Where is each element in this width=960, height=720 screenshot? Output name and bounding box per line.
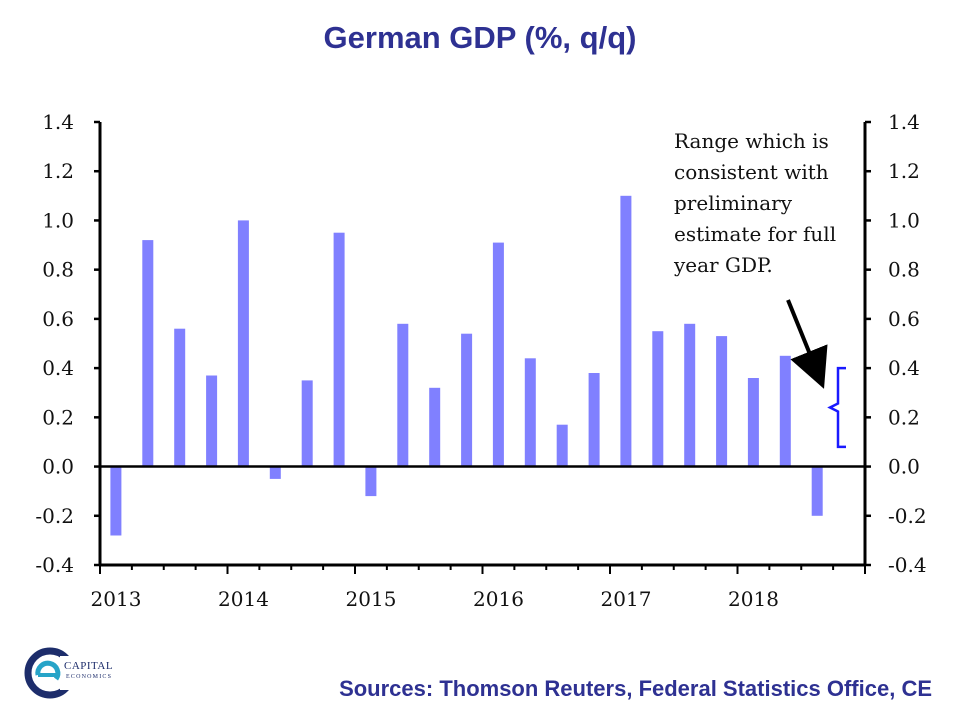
tick-labels-layer: 1.4 1.4 1.2 1.2 1.0 1.0 0.8 0.8 0.6 0.6 0.4 0.4 0.2 0…	[35, 110, 926, 611]
annotation-layer: Range which is consistent with prelimina…	[673, 129, 846, 449]
bar-2016-q2	[524, 358, 536, 467]
bar-chart: 1.4 1.4 1.2 1.2 1.0 1.0 0.8 0.8 0.6 0.6 0.4 0.4 0.2 0…	[35, 110, 926, 611]
x-tick-label: 2013	[91, 587, 142, 611]
x-tick-label: 2018	[728, 587, 779, 611]
bar-2018-q1	[747, 378, 759, 467]
bar-2017-q3	[684, 323, 696, 467]
y-tick-label-left: 0.0	[42, 455, 74, 479]
bar-2018-q2	[779, 355, 791, 467]
bar-2013-q4	[206, 375, 218, 467]
bar-2017-q1	[620, 195, 632, 467]
y-tick-label-right: 0.6	[888, 307, 920, 331]
y-tick-label-left: 0.4	[42, 356, 74, 380]
bar-2014-q2	[269, 466, 281, 479]
y-tick-label-right: 1.2	[888, 159, 920, 183]
y-tick-label-right: 0.8	[888, 258, 920, 282]
y-tick-label-left: 0.2	[42, 405, 74, 429]
bar-2015-q3	[429, 387, 441, 467]
bar-2018-q3	[811, 466, 823, 516]
y-tick-label-right: 1.4	[888, 110, 920, 134]
x-tick-label: 2017	[601, 587, 652, 611]
annotation-line: Range which is	[674, 129, 829, 153]
logo-mark-icon	[24, 647, 82, 699]
y-tick-label-left: 1.0	[42, 208, 74, 232]
annotation-line: estimate for full	[674, 222, 836, 246]
y-tick-label-right: -0.4	[888, 553, 927, 577]
bars-layer	[110, 195, 823, 536]
axes-layer	[94, 120, 871, 574]
annotation-line: year GDP.	[673, 253, 773, 277]
chart-title: German GDP (%, q/q)	[323, 20, 637, 55]
bar-2016-q1	[492, 242, 504, 467]
logo-subtitle: ECONOMICS	[66, 674, 113, 680]
x-tick-label: 2014	[218, 587, 269, 611]
y-tick-label-right: 0.2	[888, 405, 920, 429]
bar-2014-q1	[237, 220, 249, 467]
bar-2013-q2	[142, 240, 154, 467]
bar-2017-q4	[716, 336, 728, 467]
y-tick-label-right: 1.0	[888, 208, 920, 232]
y-tick-label-left: 0.8	[42, 258, 74, 282]
y-tick-label-right: 0.0	[888, 455, 920, 479]
annotation-arrow	[786, 299, 828, 389]
bar-2015-q4	[461, 333, 473, 467]
bar-2015-q2	[397, 323, 409, 467]
bar-2014-q3	[301, 380, 313, 467]
bar-2016-q4	[588, 373, 600, 467]
bar-2015-q1	[365, 466, 377, 497]
bar-2014-q4	[333, 232, 345, 467]
source-note: Sources: Thomson Reuters, Federal Statis…	[339, 676, 932, 701]
capital-economics-logo: CAPITAL ECONOMICS	[22, 642, 122, 704]
y-tick-label-left: -0.2	[35, 504, 74, 528]
annotation-line: preliminary	[674, 191, 793, 215]
bar-2013-q3	[174, 328, 186, 467]
bar-2017-q2	[652, 331, 664, 467]
y-tick-label-left: 1.2	[42, 159, 74, 183]
logo-name: CAPITAL	[64, 660, 114, 672]
y-tick-label-left: -0.4	[35, 553, 74, 577]
y-tick-label-right: -0.2	[888, 504, 927, 528]
x-tick-label: 2015	[346, 587, 397, 611]
range-bracket	[827, 366, 846, 449]
x-tick-label: 2016	[473, 587, 524, 611]
bar-2016-q3	[556, 424, 568, 467]
bar-2013-q1	[110, 466, 122, 536]
y-tick-label-right: 0.4	[888, 356, 920, 380]
y-tick-label-left: 1.4	[42, 110, 74, 134]
annotation-line: consistent with	[674, 160, 829, 184]
y-tick-label-left: 0.6	[42, 307, 74, 331]
